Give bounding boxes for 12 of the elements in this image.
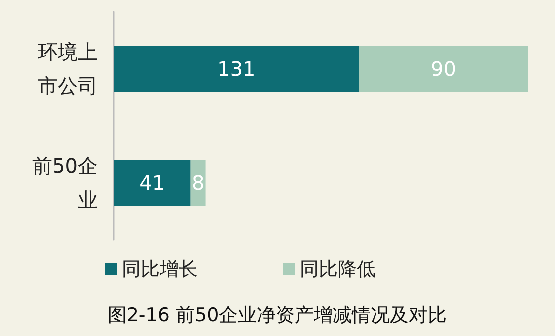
y-tick-label: 前50企业	[32, 154, 98, 212]
bar	[114, 160, 191, 206]
data-label: 41	[140, 171, 166, 195]
legend-label: 同比增长	[122, 258, 198, 280]
y-tick-label: 环境上市公司	[38, 40, 98, 98]
data-label: 8	[192, 171, 205, 195]
legend-label: 同比降低	[300, 258, 376, 280]
data-label: 131	[218, 57, 256, 81]
data-label: 90	[430, 57, 456, 81]
bar	[359, 46, 528, 92]
text: 图2-16 前50企业净资产增减情况及对比	[108, 304, 448, 326]
bar	[114, 46, 360, 92]
